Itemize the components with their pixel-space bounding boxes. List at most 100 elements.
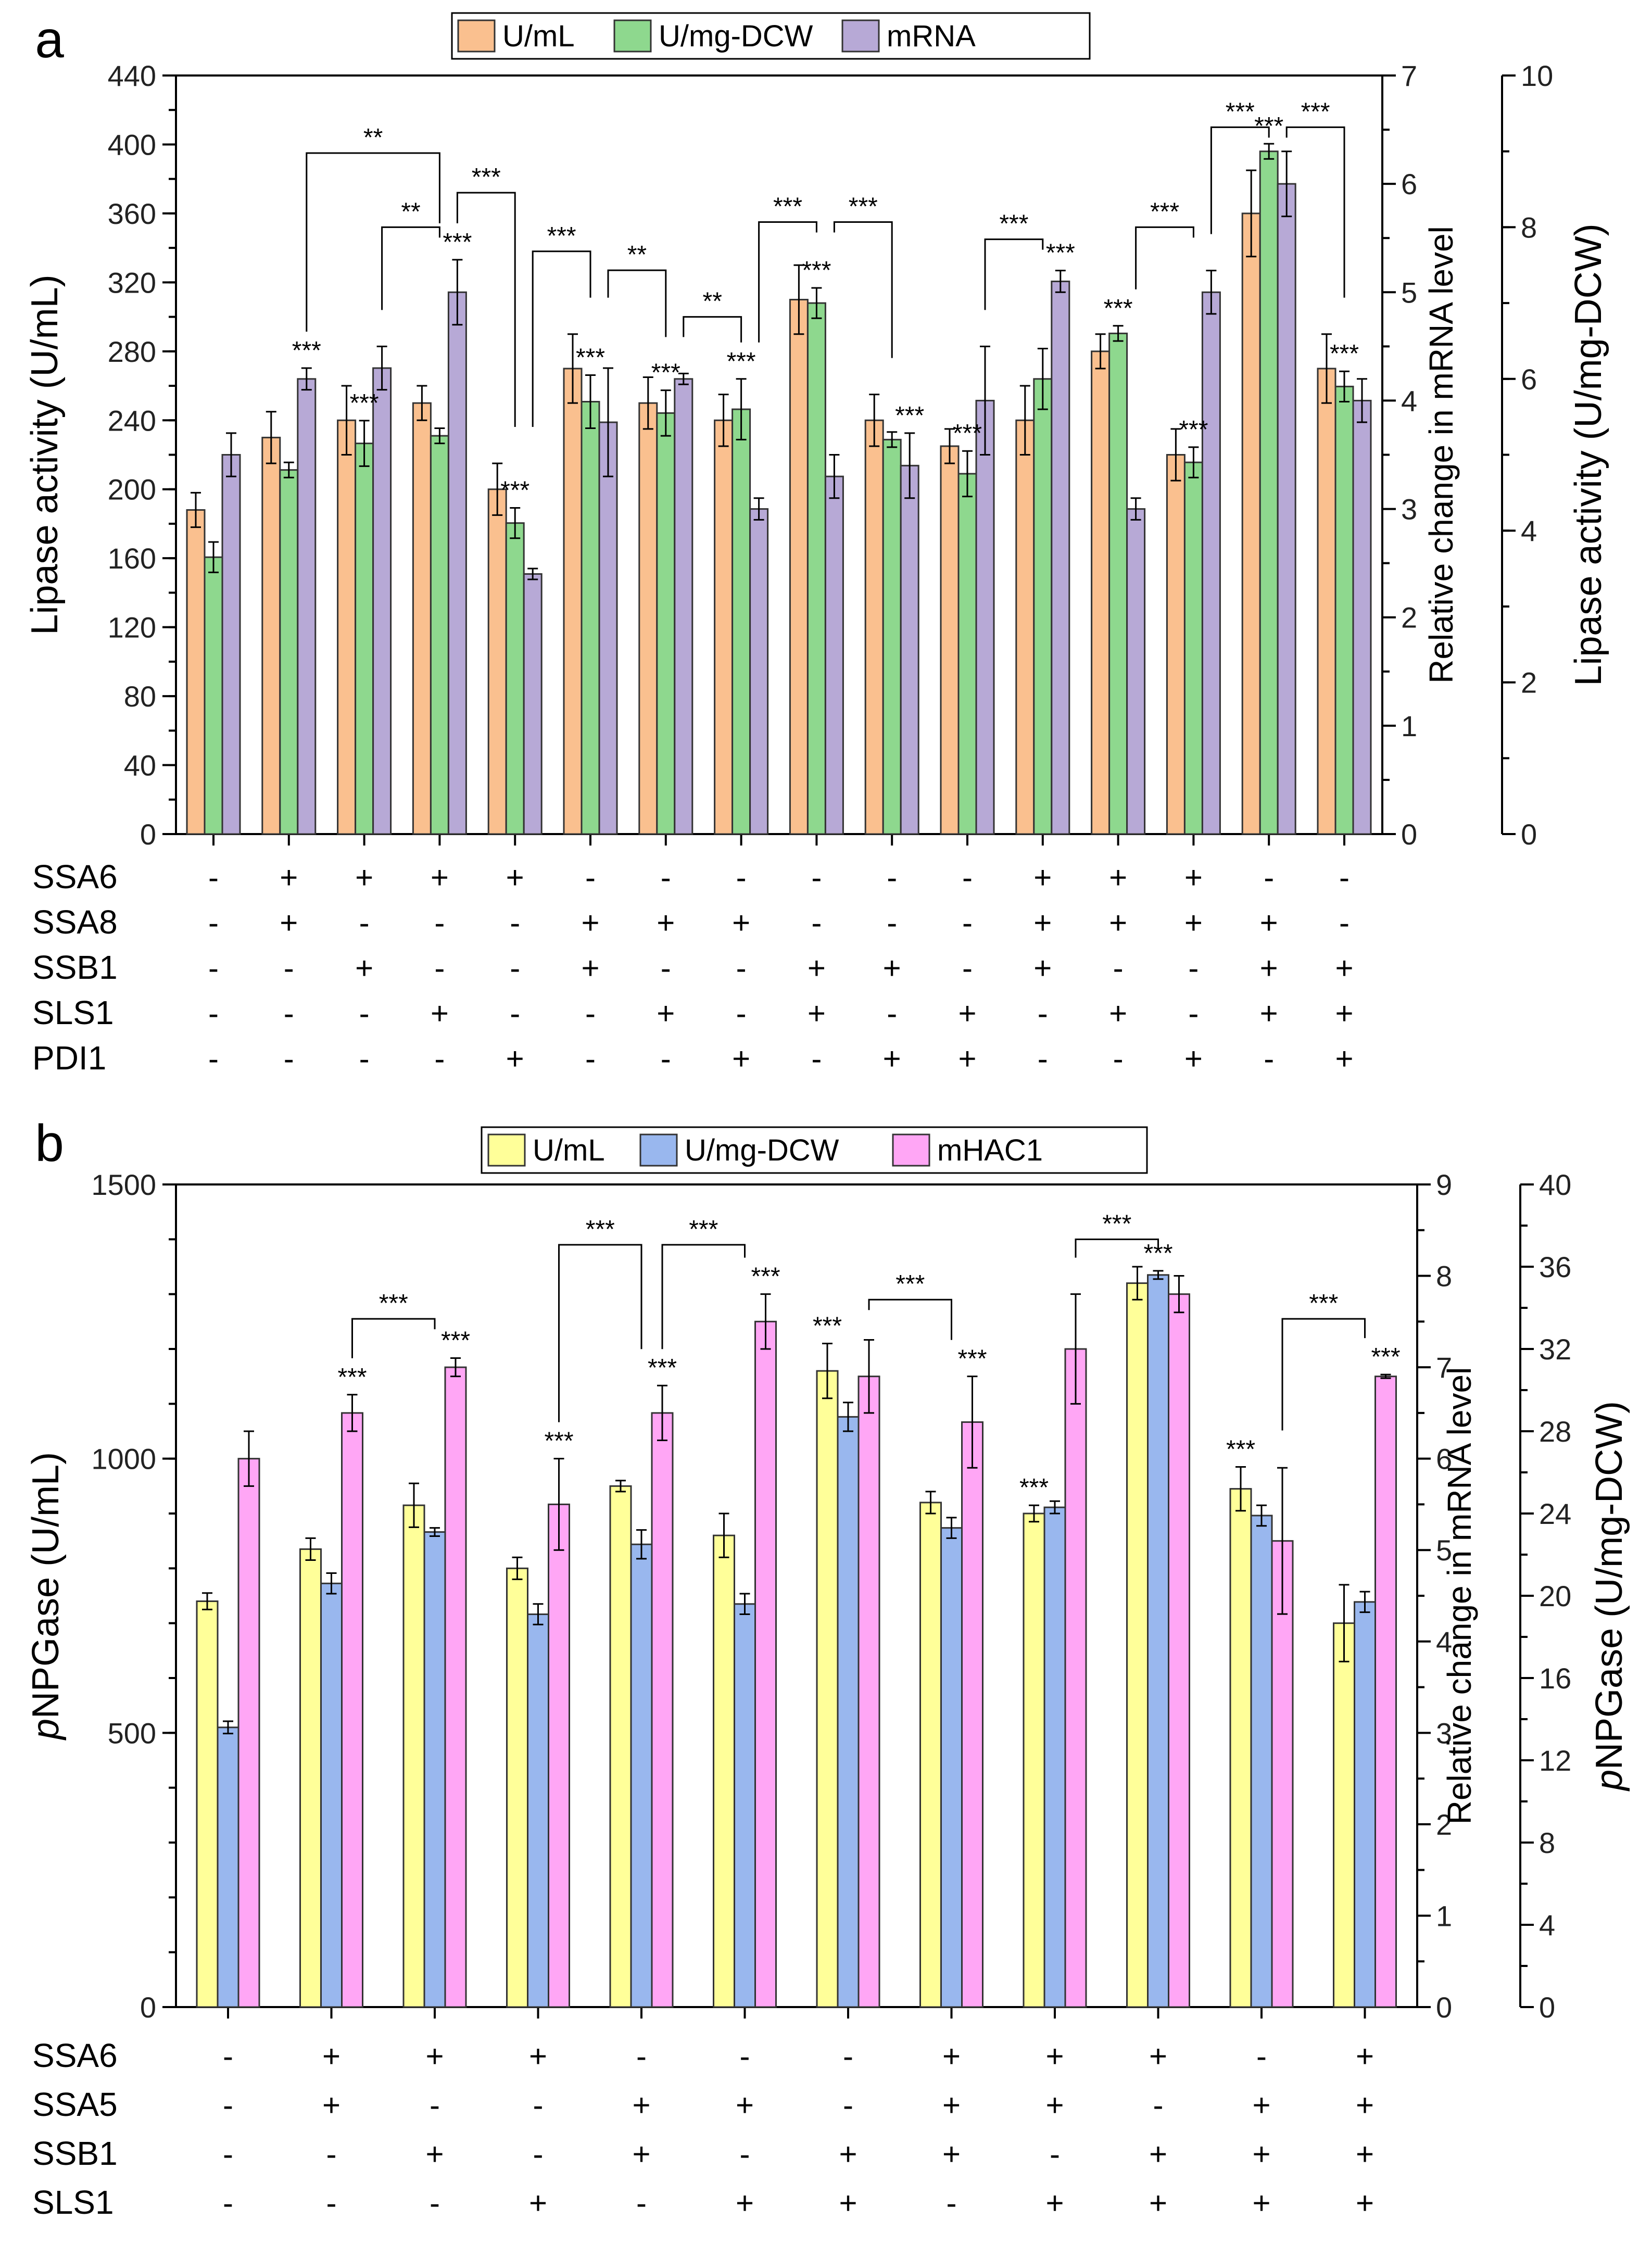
significance-star: ***	[1046, 239, 1075, 267]
gene-sign: -	[585, 1041, 596, 1076]
right-tick-label: 40	[1539, 1168, 1571, 1201]
gene-sign: +	[736, 2088, 754, 2123]
bar-u-ml	[1091, 350, 1111, 835]
gene-sign: +	[1109, 905, 1127, 940]
gene-sign: +	[506, 860, 524, 895]
significance-star: ***	[802, 257, 831, 284]
gene-sign: -	[208, 860, 219, 895]
gene-sign: -	[811, 905, 822, 940]
left-tick-label: 0	[140, 1991, 156, 2024]
bar-u-ml	[1333, 1622, 1355, 2008]
gene-sign: +	[1335, 1041, 1353, 1076]
gene-sign: -	[533, 2137, 544, 2172]
bracket-label: **	[401, 198, 420, 225]
mid-tick-label: 9	[1436, 1168, 1452, 1201]
bar-u-mg-dcw	[806, 302, 826, 835]
gene-sign: -	[510, 951, 520, 986]
gene-sign: +	[581, 951, 599, 986]
gene-sign: -	[736, 951, 747, 986]
gene-sign: -	[434, 905, 445, 940]
bar-u-mg-dcw	[656, 412, 676, 835]
mid-tick-label: 0	[1401, 818, 1417, 851]
significance-star: ***	[500, 476, 529, 504]
legend-swatch	[639, 1133, 678, 1167]
gene-sign: -	[284, 951, 294, 986]
right-tick-label: 2	[1521, 666, 1537, 699]
gene-sign: +	[431, 860, 449, 895]
y-axis-left-title-italic: p	[25, 1719, 67, 1740]
bar-mhac1	[548, 1503, 570, 2008]
bracket-label: **	[703, 288, 722, 316]
gene-sign: -	[434, 951, 445, 986]
bar-mhac1	[651, 1412, 674, 2008]
gene-label: SLS1	[32, 994, 114, 1031]
bar-u-mg-dcw	[320, 1582, 343, 2008]
bar-mrna	[221, 454, 241, 835]
gene-sign: -	[1113, 951, 1124, 986]
gene-sign: +	[1109, 860, 1127, 895]
bar-u-ml	[1229, 1488, 1252, 2008]
gene-sign: -	[434, 1041, 445, 1076]
legend-swatch	[841, 19, 880, 53]
bracket-label: ***	[586, 1216, 615, 1243]
gene-sign: -	[740, 2039, 750, 2074]
gene-label: SSA8	[32, 903, 118, 941]
legend-label: mRNA	[887, 19, 976, 53]
gene-sign: -	[208, 1041, 219, 1076]
significance-bracket	[381, 226, 440, 310]
gene-sign: +	[1149, 2039, 1167, 2074]
mid-tick-label: 2	[1436, 1808, 1452, 1841]
left-tick-label: 120	[108, 611, 156, 644]
gene-sign: -	[843, 2088, 853, 2123]
gene-sign: -	[1264, 1041, 1274, 1076]
mid-tick-label: 4	[1401, 384, 1417, 417]
gene-label: SSB1	[32, 949, 118, 986]
bar-u-ml	[864, 419, 884, 835]
significance-star: ***	[441, 1327, 470, 1355]
bar-u-mg-dcw	[423, 1531, 446, 2008]
significance-bracket	[607, 269, 667, 337]
bar-u-ml	[412, 402, 432, 835]
legend-label: U/mg-DCW	[659, 19, 813, 53]
left-tick-label: 440	[108, 59, 156, 92]
bar-mrna	[900, 464, 919, 835]
bar-u-mg-dcw	[1259, 150, 1279, 835]
gene-sign: -	[736, 996, 747, 1031]
bar-u-mg-dcw	[217, 1726, 239, 2008]
y-axis-right-title: Lipase activity (U/mg-DCW)	[1568, 223, 1609, 686]
bar-u-ml	[337, 419, 357, 835]
left-tick-label: 160	[108, 542, 156, 575]
mid-tick-label: 1	[1401, 710, 1417, 742]
mid-tick-label: 6	[1401, 168, 1417, 200]
bar-mrna	[1051, 280, 1070, 835]
y-axis-right-title-rest: NPGase (U/mg-DCW)	[1588, 1401, 1630, 1770]
bar-u-ml	[261, 436, 281, 835]
panel-a: a040801201602002402803203604004400123456…	[24, 10, 1609, 1077]
bar-mrna	[975, 399, 995, 835]
left-tick-label: 0	[140, 818, 156, 851]
bar-u-ml	[402, 1504, 425, 2008]
mid-tick-label: 8	[1436, 1260, 1452, 1293]
gene-sign: -	[811, 860, 822, 895]
right-tick-label: 10	[1521, 59, 1553, 92]
bar-u-ml	[299, 1548, 322, 2008]
gene-sign: -	[326, 2186, 337, 2221]
gene-sign: +	[1356, 2186, 1374, 2221]
gene-sign: +	[839, 2186, 857, 2221]
gene-sign: +	[425, 2137, 444, 2172]
gene-sign: +	[1045, 2039, 1064, 2074]
y-axis-left-title: Lipase activity (U/mL)	[24, 274, 66, 635]
gene-sign: +	[581, 905, 599, 940]
gene-sign: -	[811, 1041, 822, 1076]
y-axis-mid-title: Relative change in mRNA level	[1441, 1367, 1478, 1825]
mid-tick-label: 0	[1436, 1991, 1452, 2024]
gene-sign: +	[355, 951, 373, 986]
gene-sign: +	[1356, 2088, 1374, 2123]
gene-sign: -	[1339, 860, 1350, 895]
gene-sign: -	[1153, 2088, 1164, 2123]
gene-sign: +	[506, 1041, 524, 1076]
right-tick-label: 0	[1539, 1991, 1555, 2024]
bracket-label: **	[627, 241, 647, 269]
bar-mrna	[372, 367, 392, 835]
gene-sign: +	[322, 2088, 341, 2123]
